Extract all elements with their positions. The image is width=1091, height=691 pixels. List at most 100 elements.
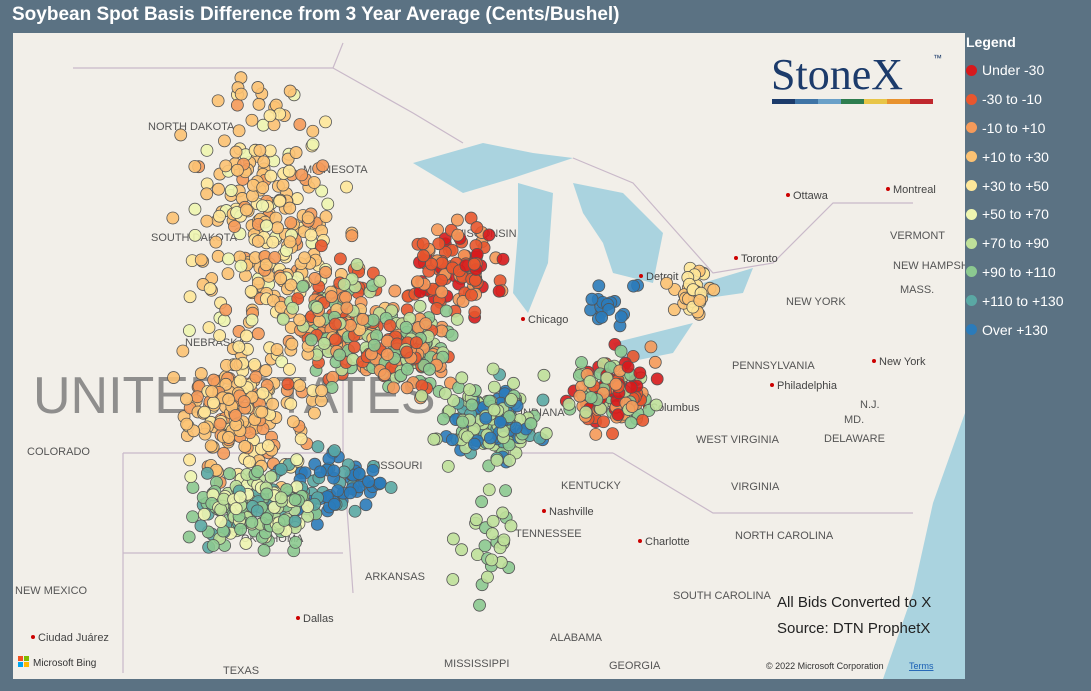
bid-dot <box>507 376 520 390</box>
bid-dot <box>400 381 414 395</box>
bid-dot <box>419 317 433 331</box>
bid-dot <box>468 273 482 287</box>
bid-dot <box>203 282 217 295</box>
bid-dot <box>293 118 307 131</box>
state-label: ARKANSAS <box>365 571 425 583</box>
bid-dot <box>188 160 202 173</box>
bid-dot <box>649 398 663 412</box>
bid-dot <box>583 375 597 389</box>
bid-dot <box>308 406 321 420</box>
bid-dot <box>467 257 481 271</box>
bid-dot <box>286 415 300 429</box>
bid-dot <box>504 393 518 406</box>
state-label: ALABAMA <box>550 632 603 644</box>
city-marker <box>872 359 876 363</box>
bid-dot <box>281 377 295 391</box>
bid-dot <box>240 203 253 217</box>
lake-huron <box>573 183 663 283</box>
bid-dot <box>493 415 507 429</box>
legend-item: +30 to +50 <box>966 171 1088 200</box>
bid-dot <box>245 515 259 529</box>
bid-dot <box>252 97 266 111</box>
bid-dot <box>373 274 387 288</box>
bid-dot <box>483 431 497 445</box>
legend-swatch <box>966 122 977 134</box>
bid-dot <box>214 515 228 528</box>
city-marker <box>734 256 738 260</box>
bid-dot <box>345 229 359 243</box>
bid-dot <box>413 299 427 313</box>
legend-label: +70 to +90 <box>982 235 1049 252</box>
bid-dot <box>660 276 674 290</box>
bid-dot <box>486 514 500 528</box>
bid-dot <box>469 513 483 527</box>
bid-dot <box>284 216 298 230</box>
bid-dot <box>479 412 493 425</box>
bid-dot <box>224 184 238 197</box>
bid-dot <box>589 427 603 441</box>
bid-dot <box>223 467 236 481</box>
bid-dot <box>289 535 302 549</box>
bid-dot <box>186 510 199 524</box>
city-marker <box>296 616 300 620</box>
legend-item: -10 to +10 <box>966 114 1088 143</box>
bid-dot <box>359 498 373 512</box>
bid-dot <box>251 81 265 94</box>
bid-dot <box>260 512 273 526</box>
bid-dot <box>167 371 180 384</box>
bid-dot <box>315 184 329 198</box>
legend-label: Under -30 <box>982 62 1045 79</box>
state-label: VERMONT <box>890 230 945 242</box>
state-label: MASS. <box>900 284 934 296</box>
city-marker <box>31 635 35 639</box>
bid-dot <box>304 228 318 242</box>
city-label: Ciudad Juárez <box>38 632 109 644</box>
bid-dot <box>470 221 484 234</box>
bid-dot <box>222 393 236 406</box>
bid-dot <box>194 253 208 267</box>
bid-dot <box>352 467 366 481</box>
note: Source: DTN ProphetX <box>777 620 930 637</box>
bid-dot <box>485 527 499 541</box>
bid-dot <box>239 537 253 550</box>
bid-dot <box>431 223 444 237</box>
bid-dot <box>205 385 219 399</box>
bid-dot <box>473 598 486 612</box>
bid-dot <box>253 144 267 157</box>
bid-dot <box>331 484 345 498</box>
logo-bar <box>864 99 887 104</box>
bid-dot <box>197 421 211 435</box>
bid-dot <box>417 249 430 263</box>
bid-dot <box>282 164 296 178</box>
bid-dot <box>455 371 469 385</box>
bid-dot <box>194 367 208 380</box>
copyright: © 2022 Microsoft Corporation <box>766 661 884 671</box>
bid-dot <box>585 292 599 306</box>
bid-dot <box>229 358 243 372</box>
bid-dot <box>451 213 464 227</box>
terms-link[interactable]: Terms <box>909 661 934 671</box>
legend-label: +30 to +50 <box>982 177 1049 194</box>
bid-dot <box>401 362 414 376</box>
bid-dot <box>308 272 322 285</box>
bing-icon <box>24 656 29 661</box>
bid-dot <box>328 444 341 458</box>
bid-dot <box>266 397 280 411</box>
bid-dot <box>213 209 226 223</box>
bid-dot <box>384 481 398 494</box>
bid-dot <box>283 235 297 249</box>
bid-dot <box>204 439 218 453</box>
legend-swatch <box>966 180 977 192</box>
bid-dot <box>625 400 639 413</box>
bid-dot <box>644 340 658 354</box>
bid-dot <box>399 320 413 334</box>
bid-dot <box>293 379 307 392</box>
bid-dot <box>367 338 381 352</box>
bid-dot <box>648 355 662 369</box>
bid-dot <box>482 228 496 242</box>
bid-dot <box>234 259 248 273</box>
bid-dot <box>415 389 429 403</box>
bid-dot <box>378 368 392 382</box>
bid-dot <box>310 517 324 531</box>
bid-dot <box>416 237 430 251</box>
